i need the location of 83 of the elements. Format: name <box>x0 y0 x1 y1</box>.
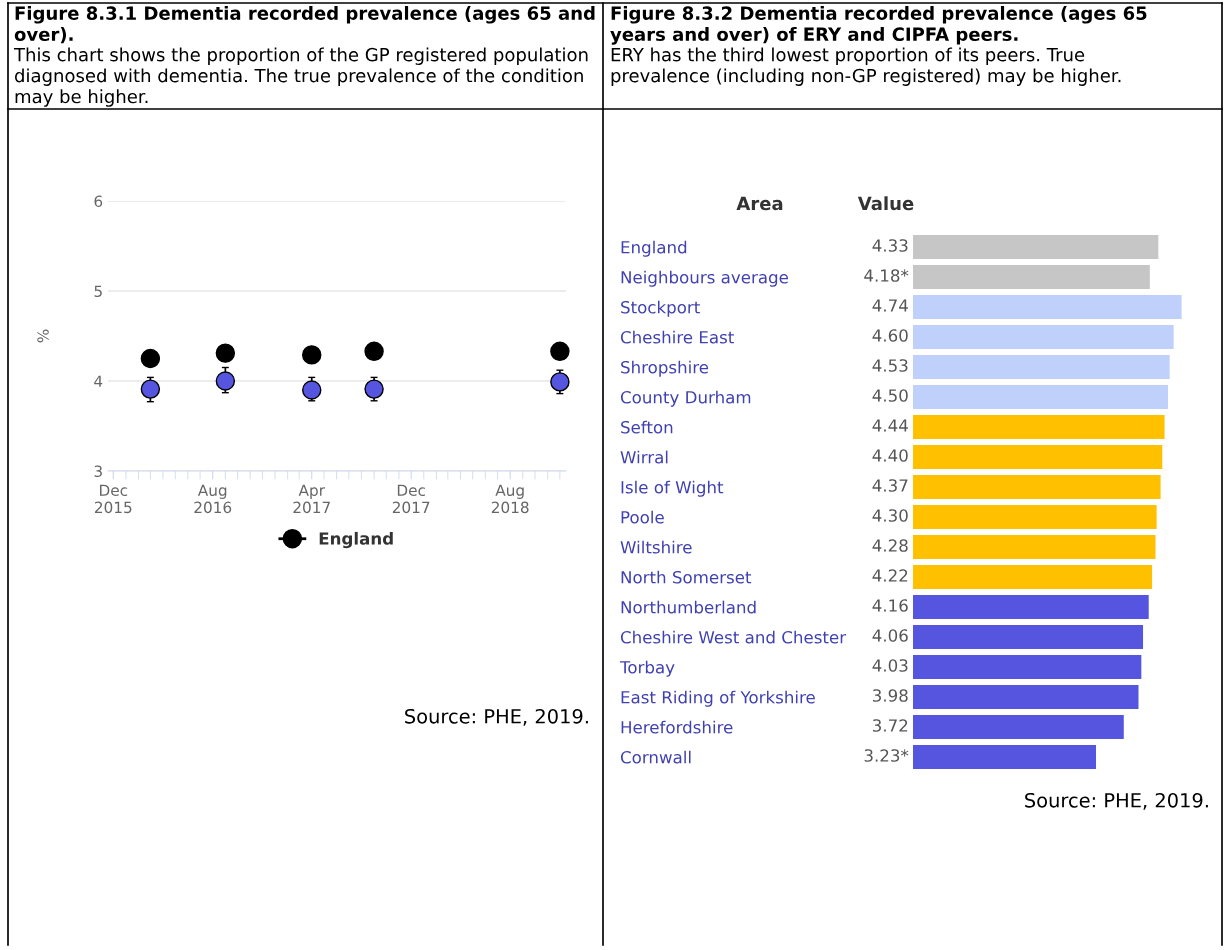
y-tick-label: East Riding of Yorkshire <box>621 690 815 707</box>
y-tick-label: Cheshire East <box>620 330 734 344</box>
y-tick-label: Neighbours average <box>621 270 789 287</box>
bar <box>913 595 1149 619</box>
point <box>140 379 161 399</box>
y-tick-label: Stockport <box>621 300 700 317</box>
y-tick-label: North Somerset <box>621 570 752 584</box>
bar <box>913 685 1139 709</box>
data-label: 4.03 <box>872 659 908 672</box>
point <box>550 372 570 392</box>
data-label: 4.22 <box>872 569 908 582</box>
x-tick-label: Aug 2016 <box>194 484 232 514</box>
data-label: 4.37 <box>872 479 908 492</box>
point <box>550 341 570 362</box>
y-tick-label: Shropshire <box>621 360 709 377</box>
y-tick-label: Torbay <box>619 660 675 677</box>
legend-label: England <box>319 531 393 549</box>
bar <box>913 415 1165 439</box>
data-label: 3.98 <box>872 689 908 702</box>
chart-title: Figure 8.3.2 Dementia recorded prevalence (ages 65 years and over) of ERY and CIPFA peers. <box>610 6 1147 45</box>
data-label: 4.18* <box>864 269 909 282</box>
y-tick-label: 3 <box>94 465 102 478</box>
data-label: 4.50 <box>872 389 908 402</box>
y-tick-label: Wirral <box>620 450 668 464</box>
bar <box>913 625 1144 649</box>
bar <box>913 565 1153 589</box>
y-tick-label: 5 <box>94 285 102 298</box>
data-label: 4.33 <box>872 239 908 252</box>
data-label: 4.06 <box>872 629 908 642</box>
point <box>302 345 322 365</box>
bar <box>913 445 1163 469</box>
bar <box>913 355 1170 379</box>
y-tick-label: Poole <box>621 510 664 524</box>
data-label: 4.53 <box>872 359 908 372</box>
y-tick-label: 4 <box>94 375 103 387</box>
chart-subtitle: ERY has the third lowest proportion of its peers. True prevalence (including non-GP registered) may be higher. <box>611 47 1121 86</box>
bar <box>913 535 1156 559</box>
y-tick-label: Wiltshire <box>620 540 692 554</box>
bar <box>913 295 1182 319</box>
data-label: 4.30 <box>872 509 908 522</box>
text: Area <box>736 196 783 211</box>
data-label: 4.40 <box>872 449 908 462</box>
bar <box>913 475 1161 499</box>
bar <box>913 655 1142 679</box>
bar <box>913 745 1097 769</box>
x-tick-label: Aug 2018 <box>491 484 529 514</box>
bar <box>913 325 1174 349</box>
bar <box>913 265 1150 289</box>
y-tick-label: Sefton <box>621 420 673 434</box>
bar <box>913 235 1159 259</box>
text: Value <box>857 196 914 211</box>
y-tick-label: Northumberland <box>621 600 756 614</box>
y-tick-label: England <box>621 240 687 257</box>
data-label: 4.28 <box>872 539 908 552</box>
data-label: 4.74 <box>872 299 908 312</box>
source-note: Source: PHE, 2019. <box>405 708 588 726</box>
data-label: 4.16 <box>872 599 908 612</box>
x-tick-label: Dec 2015 <box>94 484 132 514</box>
chart-subtitle: This chart shows the proportion of the GP registered population diagnosed with dementia. The true prevalence of the condition may be higher. <box>13 47 588 107</box>
y-tick-label: Cornwall <box>620 750 691 764</box>
point <box>302 380 322 400</box>
data-label: 4.60 <box>872 329 908 342</box>
point <box>364 379 384 399</box>
bar <box>913 385 1168 409</box>
point <box>140 348 161 369</box>
chart-title: Figure 8.3.1 Dementia recorded prevalence (ages 65 and over). <box>14 6 595 44</box>
point <box>215 343 236 363</box>
y-axis-title: % <box>37 329 49 343</box>
data-label: 3.72 <box>872 719 908 732</box>
y-tick-label: Cheshire West and Chester <box>620 630 847 644</box>
x-tick-label: Apr 2017 <box>293 484 330 514</box>
y-tick-label: 6 <box>94 195 103 208</box>
data-label: 3.23* <box>864 749 909 762</box>
point <box>364 341 384 362</box>
y-tick-label: County Durham <box>620 390 751 407</box>
bar <box>913 715 1124 739</box>
source-note: Source: PHE, 2019. <box>1025 792 1208 810</box>
x-tick-label: Dec 2017 <box>392 484 430 514</box>
y-tick-label: Isle of Wight <box>621 480 724 497</box>
point <box>215 371 236 391</box>
bar <box>913 505 1157 529</box>
data-label: 4.44 <box>872 419 908 432</box>
y-tick-label: Herefordshire <box>621 720 733 734</box>
